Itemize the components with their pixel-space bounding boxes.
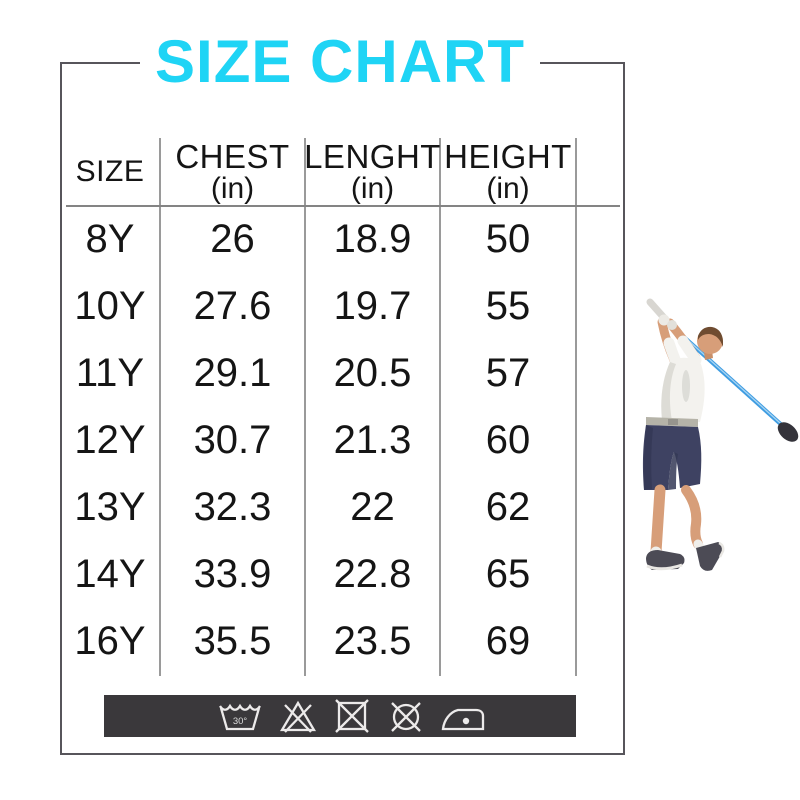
- table-cell: 27.6: [193, 284, 272, 328]
- do-not-tumble-dry-icon: [335, 699, 369, 733]
- table-cell: 21.3: [333, 418, 412, 462]
- table-cell: 60: [485, 418, 531, 462]
- column-header-height: HEIGHT (in): [440, 138, 576, 206]
- table-cell: 55: [485, 284, 531, 328]
- table-cell: 32.3: [193, 485, 272, 529]
- table-cell: 10Y: [74, 284, 146, 328]
- column-label: HEIGHT: [444, 137, 572, 175]
- wash-temp-label: 30°: [233, 716, 248, 727]
- table-cell: 29.1: [193, 351, 272, 395]
- do-not-bleach-icon: [279, 700, 317, 733]
- column-label: CHEST: [175, 137, 290, 175]
- golfer-hair: [698, 326, 723, 347]
- table-cell: 16Y: [74, 619, 146, 663]
- table-cell: 22: [350, 485, 395, 529]
- column-label: SIZE: [75, 154, 145, 188]
- column-divider: [304, 138, 306, 676]
- golfer-shorts: [642, 425, 702, 490]
- column-divider: [575, 138, 577, 676]
- table-cell: 30.7: [193, 418, 272, 462]
- header-divider: [66, 205, 620, 207]
- spacer-cell: [576, 206, 625, 273]
- column-label: LENGHT: [304, 137, 441, 175]
- table-cell: 11Y: [75, 351, 145, 395]
- table-cell: 14Y: [74, 552, 146, 596]
- golfer-body: [642, 314, 725, 571]
- size-table: SIZE CHEST (in) LENGHT (in) HEIGHT (in) …: [60, 138, 625, 675]
- column-unit: (in): [486, 171, 530, 205]
- table-cell: 18.9: [333, 217, 412, 261]
- table-cell: 50: [485, 217, 531, 261]
- column-header-chest: CHEST (in): [160, 138, 305, 206]
- golfer-photo: [642, 298, 799, 571]
- care-instructions-bar: 30°: [104, 695, 576, 737]
- column-divider: [439, 138, 441, 676]
- spacer-cell: [576, 608, 625, 675]
- table-cell: 57: [485, 351, 531, 395]
- iron-icon: [441, 708, 485, 731]
- table-cell: 8Y: [85, 217, 135, 261]
- column-unit: (in): [350, 171, 395, 205]
- page-title: SIZE CHART: [140, 28, 540, 96]
- table-cell: 62: [485, 485, 531, 529]
- golfer-glove: [667, 320, 677, 330]
- table-cell: 69: [485, 619, 531, 663]
- table-cell: 33.9: [193, 552, 272, 596]
- golfer-leg: [650, 484, 666, 558]
- table-cell: 26: [210, 217, 255, 261]
- golfer-glove: [658, 314, 670, 326]
- table-cell: 19.7: [333, 284, 412, 328]
- table-cell: 20.5: [333, 351, 412, 395]
- club-head: [777, 422, 799, 442]
- golfer-shoe: [646, 550, 685, 570]
- machine-wash-30-icon: 30°: [219, 703, 261, 731]
- column-divider: [159, 138, 161, 676]
- table-cell: 23.5: [333, 619, 412, 663]
- column-unit: (in): [210, 171, 255, 205]
- do-not-dry-clean-icon: [391, 702, 421, 732]
- column-header-size: SIZE: [60, 138, 160, 206]
- table-cell: 13Y: [74, 485, 146, 529]
- table-cell: 12Y: [74, 418, 146, 462]
- golfer-leg: [681, 485, 703, 549]
- table-cell: 65: [485, 552, 531, 596]
- golfer-shoe: [696, 542, 724, 571]
- column-header-lenght: LENGHT (in): [304, 137, 441, 206]
- table-cell: 35.5: [193, 619, 272, 663]
- table-cell: 22.8: [333, 552, 412, 596]
- spacer-cell: [576, 138, 625, 206]
